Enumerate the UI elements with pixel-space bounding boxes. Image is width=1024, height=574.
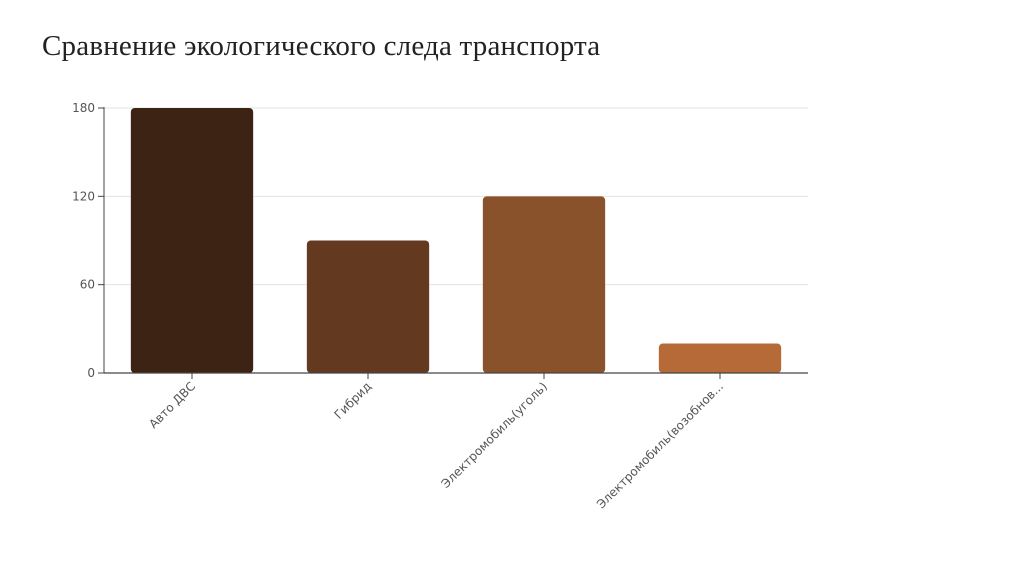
x-category-label: Авто ДВС: [146, 379, 198, 431]
y-tick-label: 0: [87, 366, 95, 380]
y-tick-label: 180: [72, 101, 95, 115]
bar: [130, 108, 254, 373]
bar: [306, 240, 430, 373]
bar: [658, 343, 782, 373]
slide-title: Сравнение экологического следа транспорт…: [42, 30, 601, 62]
bars: [130, 108, 782, 373]
axes: [103, 107, 808, 374]
x-category-label: Электромобиль(уголь): [439, 379, 551, 491]
x-category-label: Гибрид: [332, 379, 375, 422]
x-tick-labels: Авто ДВС Гибрид Электромобиль(уголь) Электр…: [146, 373, 726, 511]
y-tick-label: 60: [80, 278, 95, 292]
bar: [482, 196, 606, 373]
y-tick-label: 120: [72, 189, 95, 203]
y-tick-labels: 0 60 120 180: [72, 101, 104, 380]
x-category-label: Электромобиль(возобнов...: [594, 379, 726, 511]
